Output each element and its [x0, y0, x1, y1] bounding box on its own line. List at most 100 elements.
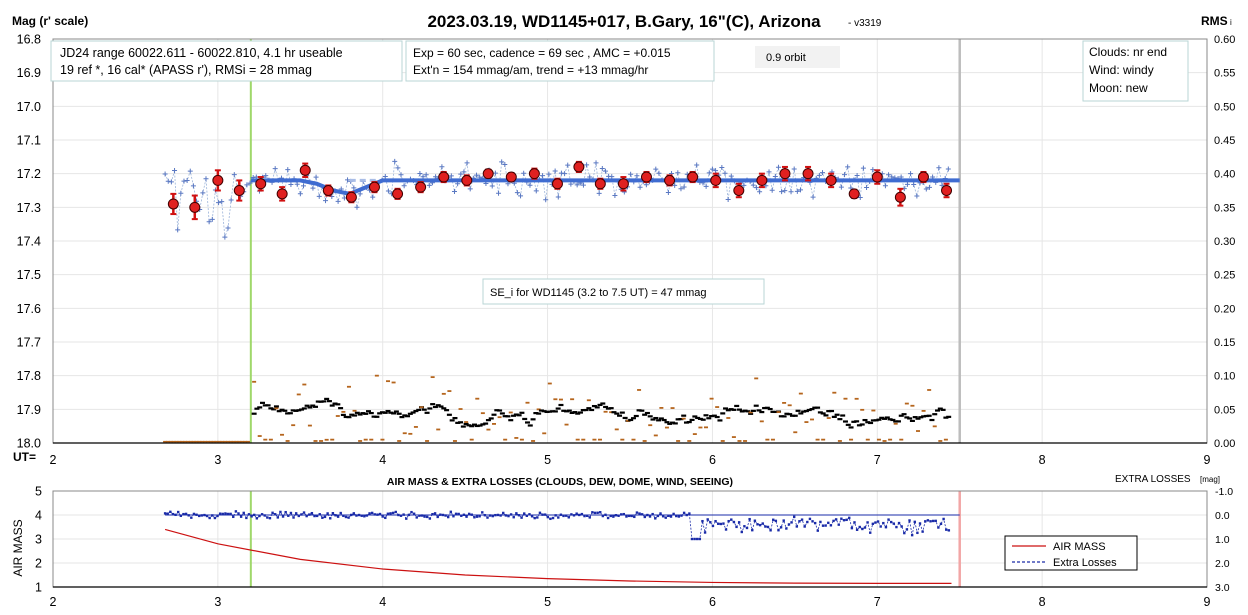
raw-point	[911, 182, 917, 188]
raw-point	[313, 174, 319, 180]
extra-losses-point	[415, 516, 418, 519]
raw-point	[219, 199, 225, 205]
extra-losses-point	[331, 512, 335, 515]
binned-point	[461, 174, 473, 186]
raw-point	[945, 166, 951, 172]
extra-losses-point	[947, 529, 951, 532]
extra-losses-point	[627, 514, 631, 518]
extra-losses-point	[916, 531, 919, 535]
extra-losses-point	[557, 516, 560, 519]
raw-point	[448, 173, 454, 179]
bottom-y2-tick-label: 0.0	[1215, 510, 1230, 522]
extra-losses-point	[163, 512, 167, 515]
clouds-text: Clouds: nr end	[1089, 45, 1167, 59]
extra-losses-point	[748, 517, 751, 521]
extra-losses-point	[515, 512, 518, 515]
extra-losses-point	[929, 520, 932, 523]
extra-losses-point	[407, 513, 411, 517]
extra-losses-point	[402, 513, 405, 516]
extra-losses-point	[467, 512, 471, 516]
raw-point	[297, 191, 303, 197]
extra-losses-point	[798, 520, 801, 523]
raw-point	[860, 165, 866, 171]
extra-losses-point	[619, 513, 623, 516]
extra-losses-point	[397, 513, 400, 517]
raw-point	[385, 188, 391, 194]
extra-losses-point	[685, 513, 688, 517]
extra-losses-point	[378, 512, 382, 516]
extra-losses-point	[850, 526, 854, 530]
se-text: SE_i for WD1145 (3.2 to 7.5 UT) = 47 mma…	[490, 287, 707, 299]
raw-point	[206, 219, 212, 225]
binned-point	[368, 181, 380, 193]
extra-losses-point	[774, 519, 778, 523]
extra-losses-point	[887, 518, 890, 521]
extra-losses-point	[832, 519, 835, 523]
extra-losses-point	[418, 514, 421, 517]
extra-losses-point	[706, 518, 709, 521]
extra-losses-point	[714, 519, 717, 523]
bottom-y-tick-labels: 1 2 3 4 5	[35, 485, 42, 595]
extra-losses-point	[696, 537, 699, 541]
extra-losses-point	[344, 515, 348, 519]
extra-losses-point	[813, 521, 817, 525]
raw-point	[634, 173, 640, 179]
extra-losses-point	[761, 522, 764, 525]
raw-point	[178, 190, 184, 196]
extra-losses-point	[426, 515, 429, 519]
extra-losses-point	[308, 513, 311, 516]
extra-losses-point	[232, 515, 235, 519]
raw-point	[694, 162, 700, 168]
y-axis-label: Mag (r' scale)	[12, 14, 88, 28]
extra-losses-point	[625, 515, 628, 518]
raw-point	[162, 171, 168, 177]
extra-losses-point	[297, 514, 300, 518]
y-tick-label: 17.4	[17, 235, 41, 249]
extra-losses-point	[661, 515, 665, 518]
extra-losses-point	[816, 529, 819, 532]
raw-point	[184, 177, 190, 183]
extra-losses-point	[528, 513, 531, 516]
binned-point	[255, 178, 267, 190]
extra-losses-point	[913, 520, 916, 524]
raw-point	[593, 160, 599, 166]
raw-point	[521, 170, 527, 176]
exposure-text: Exp = 60 sec, cadence = 69 sec , AMC = +…	[413, 46, 671, 60]
binned-point	[756, 174, 768, 186]
binned-point	[848, 188, 860, 200]
bottom-axes-frame	[52, 490, 1208, 588]
raw-point	[345, 177, 351, 183]
raw-point	[294, 181, 300, 187]
se-box-frame	[482, 278, 765, 305]
reference-stars-text: 19 ref *, 16 cal* (APASS r'), RMSi = 28 …	[60, 63, 312, 77]
raw-point	[722, 170, 728, 176]
y2-tick-label: 0.05	[1214, 404, 1235, 416]
extra-losses-point	[633, 515, 636, 519]
extra-losses-point	[795, 525, 799, 528]
raw-point	[753, 185, 759, 191]
airmass-line	[164, 528, 952, 585]
raw-point	[816, 172, 822, 178]
extra-losses-point	[848, 516, 851, 520]
bottom-y2-tick-label: -1.0	[1215, 486, 1233, 498]
extra-losses-point	[716, 522, 720, 525]
extra-losses-point	[889, 520, 893, 524]
extra-losses-point	[879, 525, 882, 528]
raw-point	[209, 216, 215, 222]
binned-point	[415, 181, 427, 193]
binned-point	[276, 188, 288, 200]
extra-losses-point	[376, 513, 379, 516]
raw-point	[543, 197, 549, 203]
exposure-box-frame	[405, 40, 715, 82]
extra-losses-point	[347, 516, 350, 519]
raw-point	[165, 178, 171, 184]
raw-point	[779, 189, 785, 195]
raw-point	[838, 184, 844, 190]
y-tick-label: 17.8	[17, 369, 41, 383]
x-tick-label: 7	[874, 453, 881, 467]
binned-point	[710, 174, 722, 186]
extra-losses-point	[523, 512, 526, 515]
raw-point	[540, 173, 546, 179]
binned-point	[941, 185, 953, 196]
extra-losses-point	[475, 515, 479, 518]
